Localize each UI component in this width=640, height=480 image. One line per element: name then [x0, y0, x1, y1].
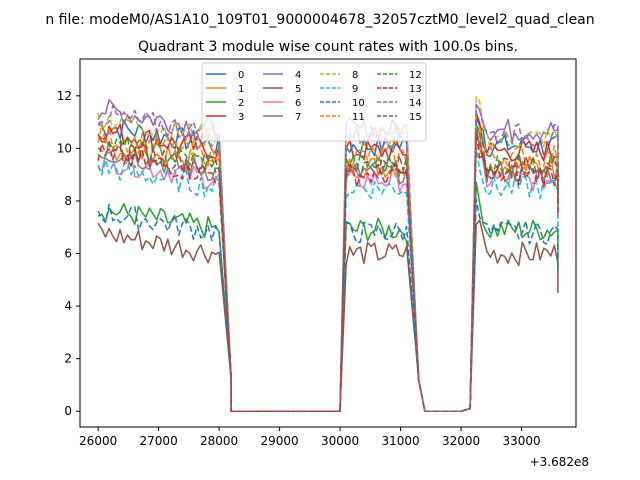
- legend-label-0: 0: [238, 70, 244, 81]
- series-line-9: [97, 147, 559, 412]
- series-line-5: [97, 219, 559, 412]
- y-tick-label: 6: [64, 247, 72, 261]
- y-tick-label: 8: [64, 194, 72, 208]
- x-tick-label: 30000: [321, 434, 359, 448]
- x-tick-label: 26000: [79, 434, 117, 448]
- series-line-3: [97, 112, 559, 412]
- chart-title: Quadrant 3 module wise count rates with …: [138, 39, 518, 55]
- series-line-15: [97, 131, 559, 412]
- x-tick-label: 29000: [261, 434, 299, 448]
- series-line-11: [97, 124, 559, 412]
- legend-label-8: 8: [352, 70, 358, 81]
- y-tick-label: 0: [64, 404, 72, 418]
- legend-label-14: 14: [409, 98, 422, 109]
- legend-label-2: 2: [238, 98, 244, 109]
- legend-label-10: 10: [352, 98, 365, 109]
- legend-label-15: 15: [409, 112, 422, 123]
- legend-label-3: 3: [238, 112, 244, 123]
- y-tick-label: 4: [64, 299, 72, 313]
- legend-label-1: 1: [238, 84, 244, 95]
- series-line-2: [97, 181, 559, 412]
- x-tick-label: 31000: [381, 434, 419, 448]
- legend-label-6: 6: [295, 98, 301, 109]
- plot-area: [97, 96, 559, 412]
- series-line-14: [97, 103, 559, 412]
- y-tick-label: 2: [64, 352, 72, 366]
- legend-label-12: 12: [409, 70, 422, 81]
- axes: 26000 27000 28000 29000 30000 31000 32000 33000…: [57, 58, 577, 448]
- x-tick-label: 32000: [442, 434, 480, 448]
- x-offset-label: +3.682e8: [530, 455, 589, 469]
- legend-label-4: 4: [295, 70, 301, 81]
- legend-box: [201, 62, 427, 142]
- x-tick-label: 28000: [200, 434, 238, 448]
- legend-label-9: 9: [352, 84, 358, 95]
- figure-suptitle: n file: modeM0/AS1A10_109T01_9000004678_…: [45, 12, 594, 28]
- y-tick-label: 12: [57, 89, 72, 103]
- x-tick-label: 27000: [140, 434, 178, 448]
- x-tick-label: 33000: [502, 434, 540, 448]
- axes-frame: [79, 58, 577, 428]
- y-tick-label: 10: [57, 141, 72, 155]
- legend-label-13: 13: [409, 84, 422, 95]
- legend-label-5: 5: [295, 84, 301, 95]
- series-line-10: [97, 198, 559, 412]
- series-line-6: [97, 134, 559, 412]
- legend-label-11: 11: [352, 112, 365, 123]
- legend-label-7: 7: [295, 112, 301, 123]
